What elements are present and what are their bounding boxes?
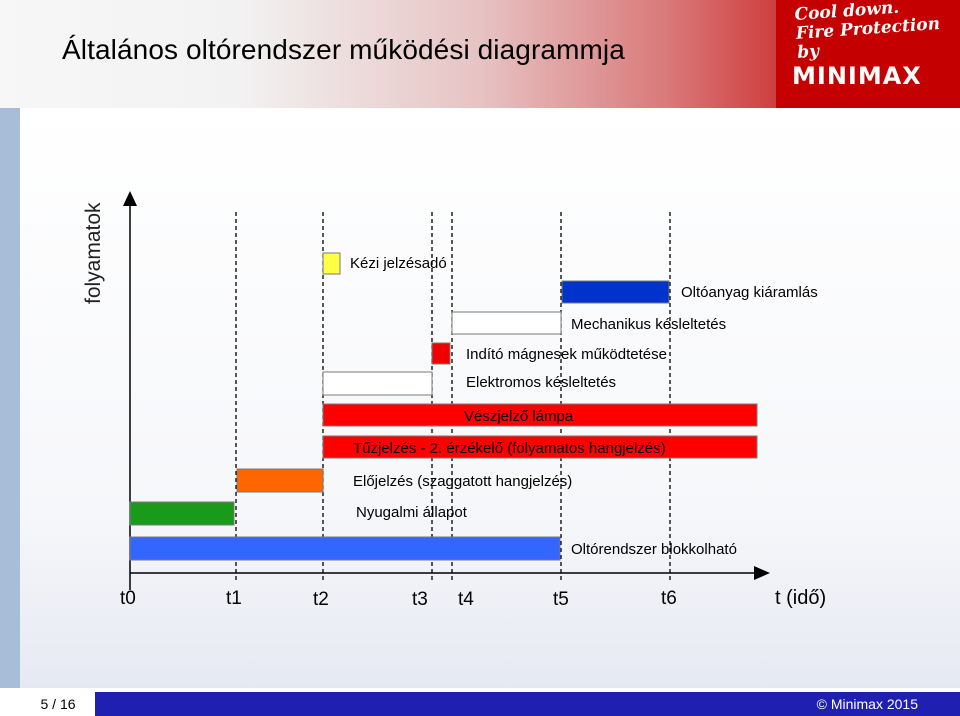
time-label-t3: t3: [412, 589, 428, 610]
slide-title: Általános oltórendszer működési diagramm…: [62, 34, 625, 65]
label-tuzjelzes: Tűzjelzés - 2. érzékelő (folyamatos hang…: [353, 440, 666, 457]
bar-veszjelzo-lampa: [322, 403, 758, 427]
copyright-text: © Minimax 2015: [816, 696, 918, 712]
label-veszjelzo-lampa: Vészjelző lámpa: [464, 408, 574, 425]
bar-oltorendszer-blokkolhato: [129, 536, 561, 561]
bar-tuzjelzes: [322, 435, 758, 459]
time-label-t0: t0: [120, 588, 136, 609]
bar-oltoanyag-kiaramlas: [561, 280, 670, 304]
time-label-t2: t2: [313, 589, 329, 610]
label-elektromos-kesleltetes: Elektromos késleltetés: [466, 374, 616, 391]
label-nyugalmi-allapot: Nyugalmi állapot: [356, 504, 468, 521]
label-mechanikus-kesleltetes: Mechanikus késleltetés: [571, 316, 726, 333]
bar-elojelzes: [236, 468, 324, 493]
label-kezi-jelzesado: Kézi jelzésadó: [350, 255, 447, 272]
slide-content-background: [0, 108, 960, 688]
bar-indito-magnesek: [431, 342, 451, 365]
slide-sidebar-stripe: [0, 108, 20, 688]
x-axis-label: t (idő): [775, 587, 826, 609]
label-oltorendszer-blokkolhato: Oltórendszer blokkolható: [571, 541, 737, 558]
bar-kezi-jelzesado: [322, 252, 341, 275]
page-number: 5 / 16: [21, 692, 95, 716]
label-elojelzes: Előjelzés (szaggatott hangjelzés): [353, 473, 572, 490]
y-axis-arrow-icon: [123, 191, 137, 206]
time-label-t6: t6: [661, 588, 677, 609]
bar-mechanikus-kesleltetes: [451, 311, 562, 335]
time-label-t1: t1: [226, 588, 242, 609]
logo-brand: MINIMAX: [792, 62, 922, 90]
slide-footer: 5 / 16 © Minimax 2015: [0, 688, 960, 716]
label-indito-magnesek: Indító mágnesek működtetése: [466, 346, 667, 363]
minimax-logo: Cool down. Fire Protection by MINIMAX: [776, 0, 960, 108]
slide-header: Általános oltórendszer működési diagramm…: [0, 0, 960, 108]
time-label-t5: t5: [553, 589, 569, 610]
time-label-t4: t4: [458, 589, 474, 610]
footer-bar: © Minimax 2015: [95, 692, 960, 716]
bar-nyugalmi-allapot: [129, 501, 235, 526]
x-axis-arrow-icon: [754, 566, 770, 580]
label-oltoanyag-kiaramlas: Oltóanyag kiáramlás: [681, 284, 818, 301]
bar-elektromos-kesleltetes: [322, 371, 433, 396]
